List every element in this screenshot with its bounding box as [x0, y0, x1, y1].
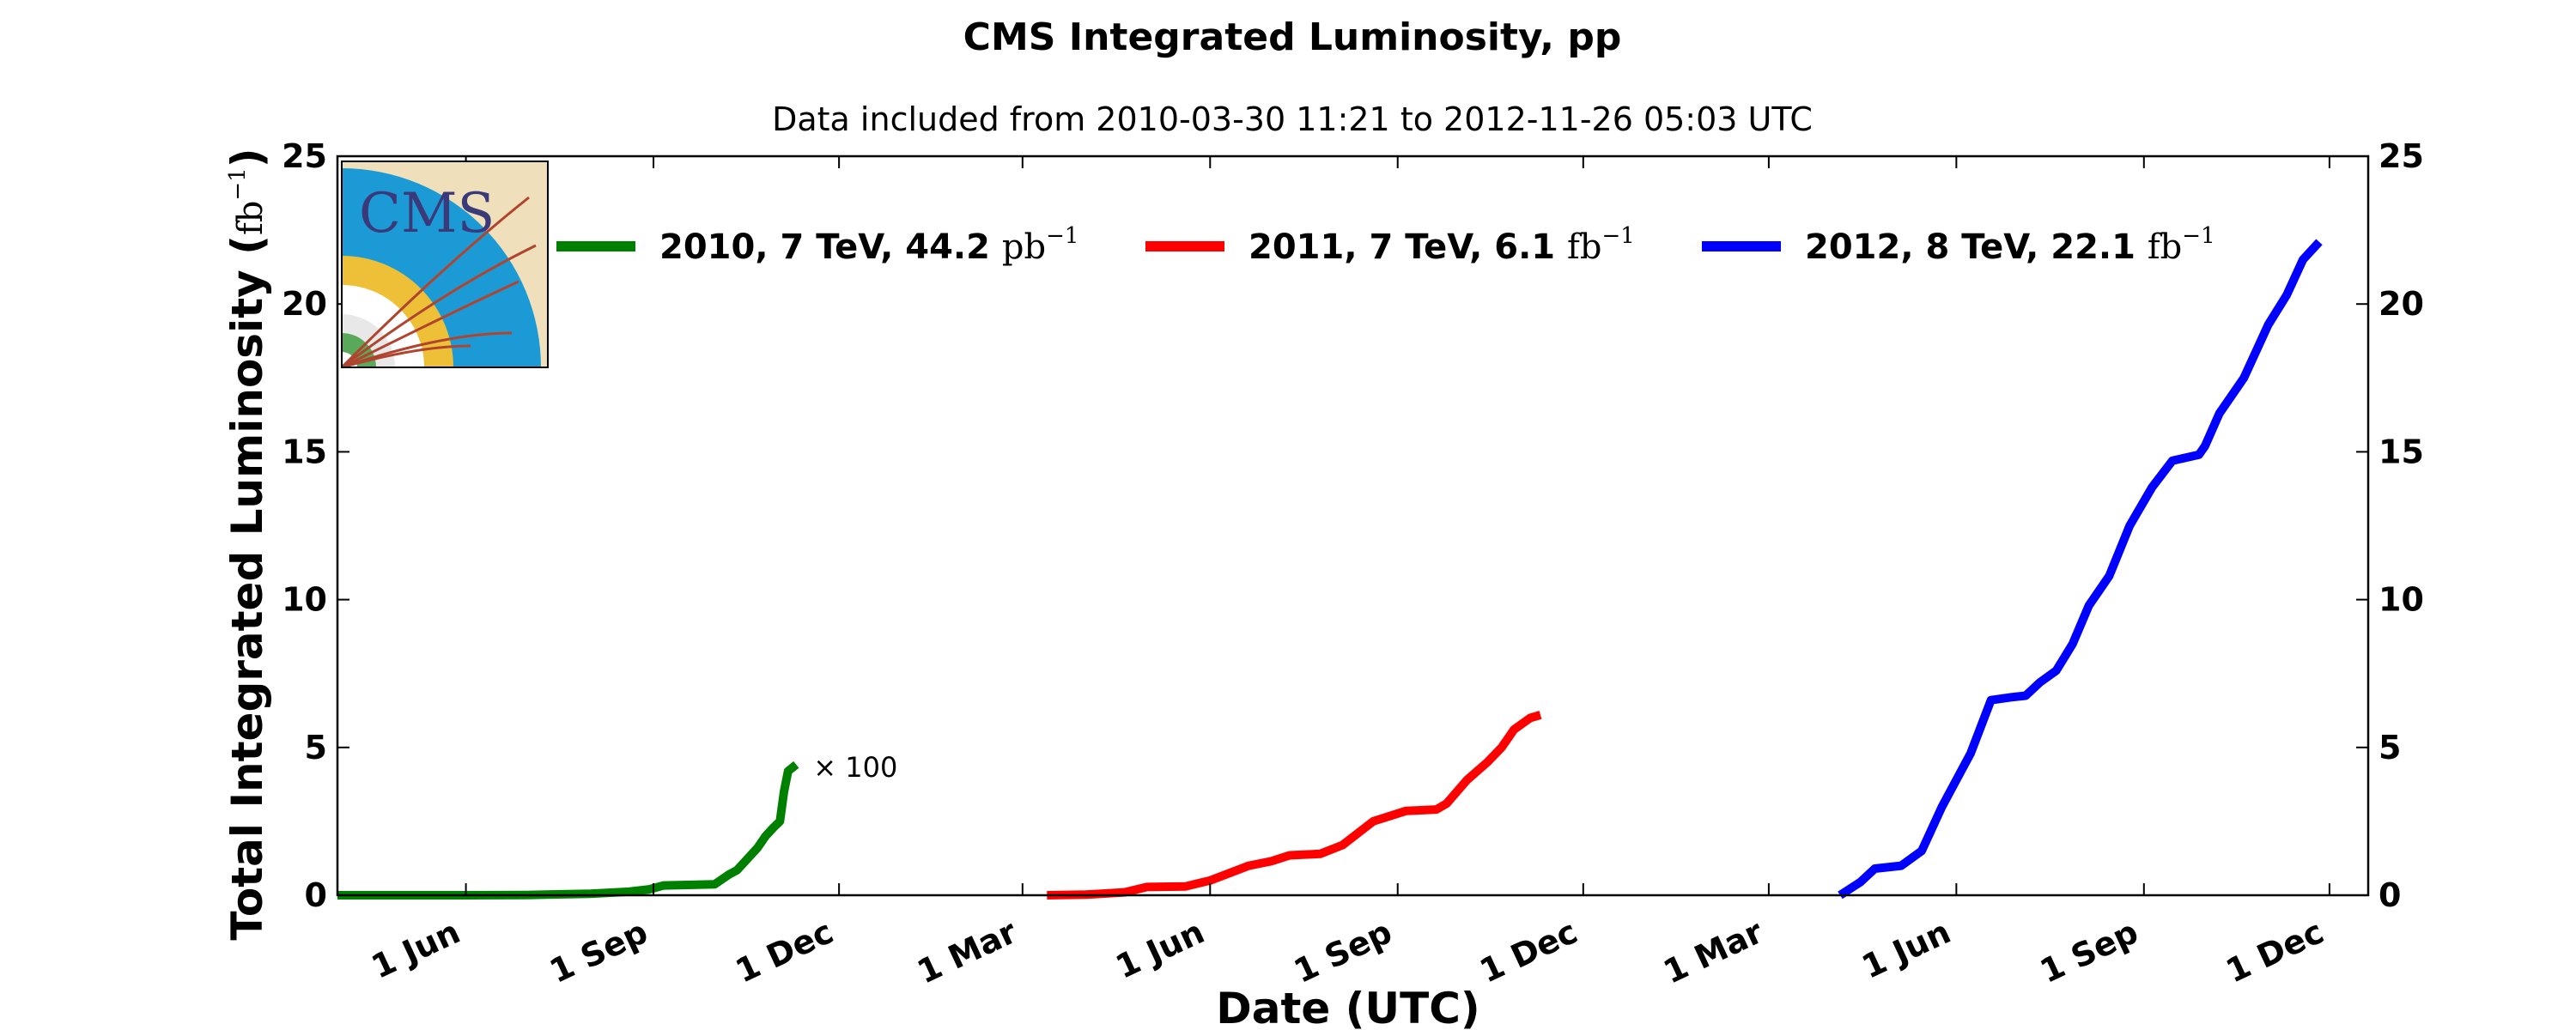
- x-tick-label: 1 Sep: [544, 912, 653, 991]
- x-axis-label: Date (UTC): [1216, 984, 1480, 1030]
- plot-frame: [336, 154, 2370, 897]
- y-tick-label-right: 10: [2379, 581, 2424, 619]
- y-tick-label-left: 5: [305, 729, 327, 766]
- x-tick-label: 1 Sep: [1288, 912, 1397, 991]
- svg-text:Total Integrated Luminosity (f: Total Integrated Luminosity (fb−1): [222, 148, 272, 940]
- y-tick-label-left: 10: [282, 581, 327, 619]
- series-line-1: [337, 760, 799, 900]
- series-layer: [337, 239, 2323, 900]
- y-axis-label-close: ): [222, 148, 272, 167]
- x-tick-label: 1 Dec: [730, 912, 839, 990]
- series-line-2: [1047, 711, 1542, 900]
- chart-subtitle: Data included from 2010-03-30 11:21 to 2…: [772, 100, 1813, 138]
- y-axis-label-unit: fb: [231, 201, 270, 235]
- legend-label-1: 2010, 7 TeV, 44.2 pb−1: [659, 223, 1078, 267]
- scale-annotation: × 100: [813, 751, 897, 784]
- cms-logo: CMS: [341, 161, 549, 368]
- legend-label-2: 2011, 7 TeV, 6.1 fb−1: [1249, 223, 1635, 267]
- y-tick-label-left: 20: [282, 285, 327, 323]
- y-tick-label-left: 15: [282, 433, 327, 470]
- y-tick-label-left: 25: [282, 137, 327, 175]
- x-tick-label: 1 Jun: [366, 912, 465, 985]
- legend: 2010, 7 TeV, 44.2 pb−1 2011, 7 TeV, 6.1 f…: [556, 223, 2215, 267]
- y-tick-label-right: 25: [2379, 137, 2424, 175]
- y-axis-label: Total Integrated Luminosity (fb−1): [222, 148, 272, 940]
- x-tick-label: 1 Jun: [1110, 912, 1210, 985]
- series-line-3: [1838, 239, 2323, 900]
- chart-title: CMS Integrated Luminosity, pp: [963, 15, 1622, 59]
- x-tick-label: 1 Jun: [1856, 912, 1956, 985]
- y-tick-label-left: 0: [305, 876, 327, 914]
- x-tick-label: 1 Mar: [912, 912, 1023, 991]
- y-tick-label-right: 15: [2379, 433, 2424, 470]
- legend-label-3: 2012, 8 TeV, 22.1 fb−1: [1805, 223, 2215, 267]
- y-axis-label-text: Total Integrated Luminosity (: [222, 235, 272, 941]
- x-tick-label: 1 Mar: [1658, 912, 1769, 991]
- y-axis-label-sup: −1: [225, 167, 251, 200]
- y-tick-label-right: 5: [2379, 729, 2401, 766]
- x-tick-label: 1 Dec: [1474, 912, 1583, 990]
- y-tick-label-right: 20: [2379, 285, 2424, 323]
- cms-logo-text: CMS: [359, 182, 495, 245]
- x-tick-label: 1 Dec: [2221, 912, 2330, 990]
- x-tick-label: 1 Sep: [2034, 912, 2143, 991]
- y-tick-label-right: 0: [2379, 876, 2401, 914]
